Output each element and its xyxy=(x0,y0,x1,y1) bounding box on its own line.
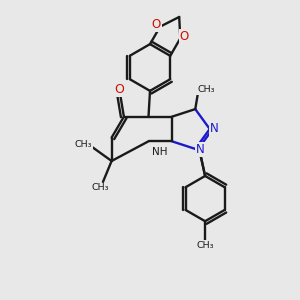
Text: N: N xyxy=(210,122,219,136)
Text: CH₃: CH₃ xyxy=(74,140,92,149)
Text: CH₃: CH₃ xyxy=(197,85,214,94)
Text: CH₃: CH₃ xyxy=(196,241,214,250)
Text: O: O xyxy=(152,18,161,31)
Text: N: N xyxy=(196,143,204,156)
Text: O: O xyxy=(180,30,189,43)
Text: CH₃: CH₃ xyxy=(91,183,109,192)
Text: NH: NH xyxy=(152,147,167,158)
Text: O: O xyxy=(114,83,124,96)
